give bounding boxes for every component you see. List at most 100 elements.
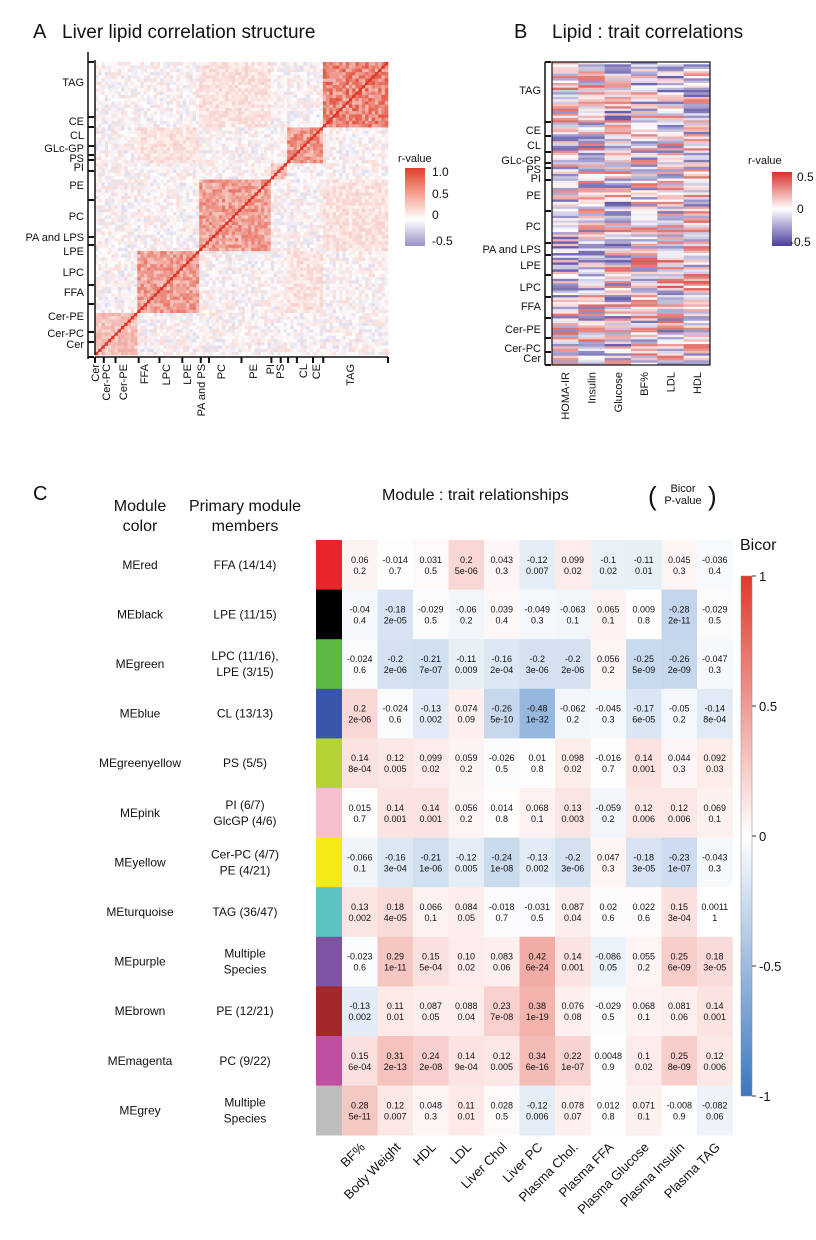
heatmap-cell <box>95 244 99 248</box>
heatmap-cell <box>228 319 233 323</box>
heatmap-cell <box>143 296 148 300</box>
heatmap-cell <box>303 280 307 284</box>
heatmap-cell <box>202 351 206 356</box>
heatmap-cell <box>108 351 112 356</box>
heatmap-cell <box>244 195 249 200</box>
heatmap-cell <box>150 315 154 320</box>
heatmap-cell <box>111 195 115 200</box>
heatmap-cell <box>130 250 135 255</box>
heatmap-cell <box>147 182 151 187</box>
heatmap-cell <box>309 283 314 287</box>
heatmap-cell <box>270 188 275 193</box>
heatmap-cell <box>293 224 298 229</box>
heatmap-cell <box>156 257 161 261</box>
heatmap-cell <box>182 345 187 349</box>
heatmap-cell <box>381 270 386 274</box>
heatmap-cell <box>339 211 343 216</box>
heatmap-cell <box>335 283 340 287</box>
heatmap-cell <box>140 185 145 190</box>
heatmap-cell <box>208 270 213 274</box>
heatmap-cell <box>134 201 138 206</box>
heatmap-cell <box>365 228 369 232</box>
heatmap-cell <box>361 322 366 326</box>
heatmap-cell <box>150 312 154 317</box>
heatmap-cell <box>384 192 389 196</box>
heatmap-cell <box>166 208 171 213</box>
heatmap-cell <box>306 351 311 356</box>
heatmap-cell <box>147 257 151 261</box>
heatmap-cell <box>296 293 301 297</box>
heatmap-cell <box>117 283 122 287</box>
heatmap-cell <box>313 328 317 333</box>
heatmap-cell <box>179 296 184 300</box>
heatmap-cell <box>163 276 167 281</box>
heatmap-cell <box>169 241 174 245</box>
heatmap-cell <box>212 224 216 229</box>
heatmap-cell <box>326 319 330 323</box>
heatmap-cell <box>378 192 382 196</box>
heatmap-cell <box>101 175 106 180</box>
heatmap-cell <box>345 296 350 300</box>
heatmap-cell <box>166 175 171 180</box>
heatmap-cell <box>277 257 281 261</box>
heatmap-cell <box>326 192 330 196</box>
heatmap-cell <box>140 260 145 265</box>
heatmap-cell <box>163 250 167 255</box>
heatmap-cell <box>283 280 288 284</box>
heatmap-cell <box>127 179 132 183</box>
heatmap-cell <box>361 192 366 196</box>
heatmap-cell <box>261 188 265 193</box>
heatmap-cell <box>221 241 226 245</box>
heatmap-cell <box>374 215 379 219</box>
heatmap-cell <box>140 299 145 304</box>
heatmap-cell <box>234 338 239 343</box>
heatmap-cell <box>124 234 128 239</box>
heatmap-cell <box>101 195 106 200</box>
heatmap-cell <box>140 319 145 323</box>
heatmap-cell <box>208 244 213 248</box>
heatmap-cell <box>134 228 138 232</box>
heatmap-cell <box>378 306 382 310</box>
heatmap-cell <box>212 338 216 343</box>
heatmap-cell <box>218 302 223 307</box>
heatmap-cell <box>108 244 112 248</box>
heatmap-cell <box>371 224 376 229</box>
heatmap-cell <box>182 211 187 216</box>
heatmap-cell <box>257 221 262 226</box>
heatmap-cell <box>208 228 213 232</box>
heatmap-cell <box>225 315 229 320</box>
heatmap-cell <box>368 299 373 304</box>
heatmap-cell <box>244 234 249 239</box>
heatmap-cell <box>150 348 154 353</box>
heatmap-cell <box>147 322 151 326</box>
heatmap-cell <box>241 325 246 330</box>
heatmap-cell <box>355 254 359 258</box>
heatmap-cell <box>218 270 223 274</box>
heatmap-cell <box>267 211 272 216</box>
heatmap-cell <box>254 322 259 326</box>
heatmap-cell <box>378 250 382 255</box>
heatmap-cell <box>117 341 122 346</box>
heatmap-cell <box>332 188 337 193</box>
heatmap-cell <box>147 283 151 287</box>
heatmap-cell <box>221 348 226 353</box>
heatmap-cell <box>189 182 193 187</box>
heatmap-cell <box>208 315 213 320</box>
heatmap-cell <box>345 312 350 317</box>
heatmap-cell <box>221 276 226 281</box>
heatmap-cell <box>319 182 324 187</box>
heatmap-cell <box>186 306 190 310</box>
heatmap-cell <box>173 286 177 291</box>
heatmap-cell <box>121 247 125 252</box>
heatmap-cell <box>339 286 343 291</box>
heatmap-cell <box>287 224 291 229</box>
heatmap-cell <box>234 306 239 310</box>
heatmap-cell <box>358 319 363 323</box>
heatmap-cell <box>182 254 187 258</box>
heatmap-cell <box>234 302 239 307</box>
heatmap-cell <box>374 179 379 183</box>
heatmap-cell <box>137 341 141 346</box>
heatmap-cell <box>228 234 233 239</box>
heatmap-cell <box>316 283 320 287</box>
heatmap-cell <box>345 231 350 235</box>
